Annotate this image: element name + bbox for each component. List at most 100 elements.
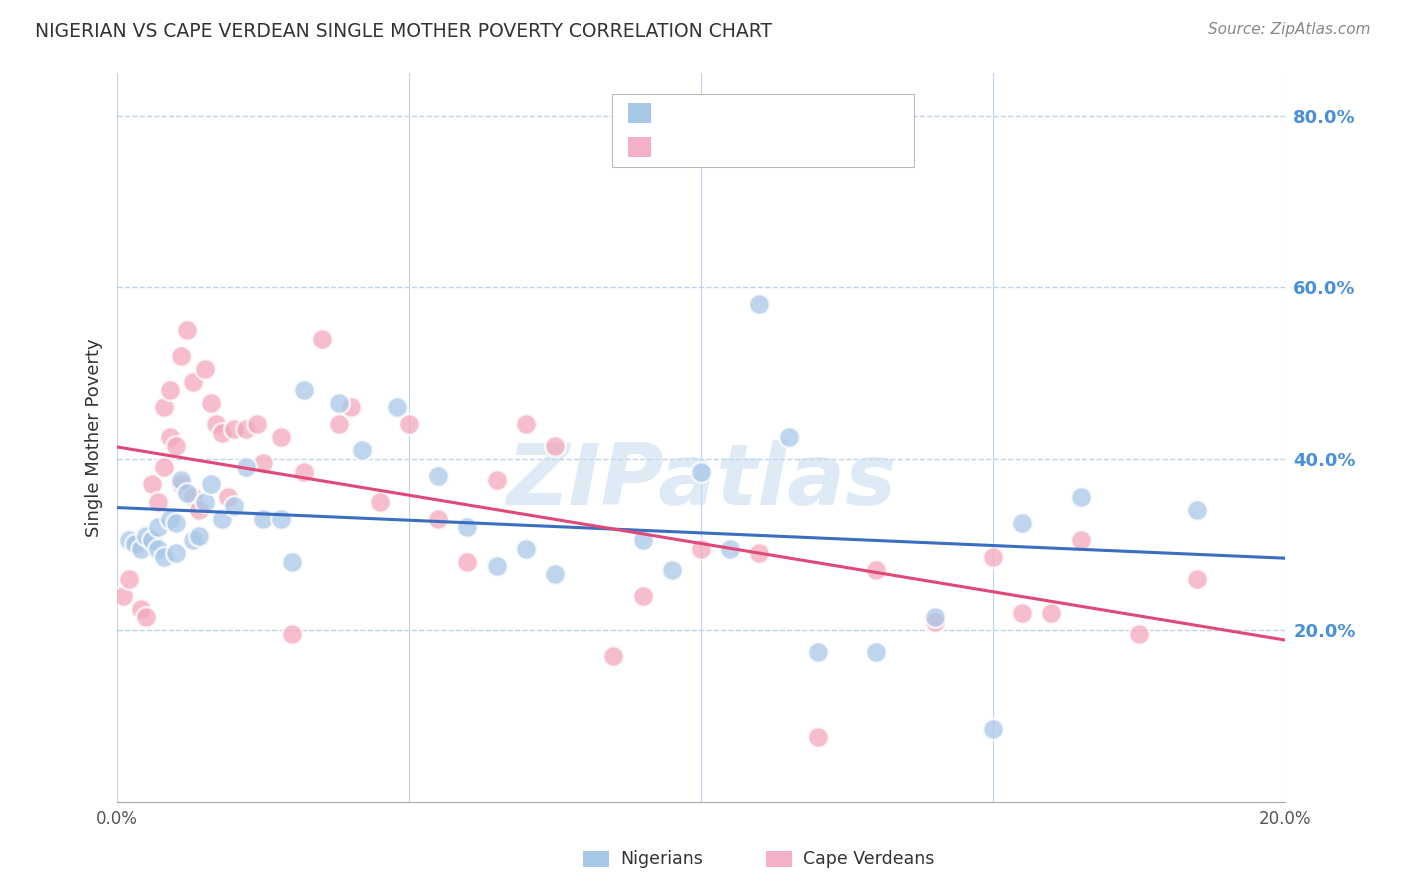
- Point: [146, 541, 169, 556]
- Point: [217, 491, 239, 505]
- Point: [1187, 572, 1209, 586]
- Point: [661, 563, 683, 577]
- Text: N =: N =: [765, 138, 804, 156]
- Point: [631, 589, 654, 603]
- Point: [270, 512, 292, 526]
- Text: R =: R =: [662, 138, 702, 156]
- Point: [159, 512, 181, 526]
- Text: 52: 52: [796, 138, 821, 156]
- Point: [457, 520, 479, 534]
- Point: [865, 563, 887, 577]
- Point: [153, 550, 176, 565]
- Point: [427, 468, 450, 483]
- Point: [170, 473, 193, 487]
- Point: [328, 396, 350, 410]
- Point: [924, 610, 946, 624]
- Point: [1070, 491, 1092, 505]
- Point: [200, 477, 222, 491]
- Point: [1011, 606, 1033, 620]
- Point: [176, 486, 198, 500]
- Point: [146, 494, 169, 508]
- Point: [515, 541, 537, 556]
- Point: [159, 430, 181, 444]
- Point: [222, 499, 245, 513]
- Point: [124, 537, 146, 551]
- Point: [170, 477, 193, 491]
- Point: [748, 297, 770, 311]
- Point: [427, 512, 450, 526]
- Point: [112, 589, 135, 603]
- Point: [368, 494, 391, 508]
- Point: [981, 550, 1004, 565]
- Text: 45: 45: [796, 104, 821, 122]
- Point: [165, 439, 187, 453]
- Point: [807, 644, 830, 658]
- Point: [544, 439, 567, 453]
- Point: [311, 332, 333, 346]
- Point: [181, 375, 204, 389]
- Point: [146, 520, 169, 534]
- Point: [118, 533, 141, 548]
- Point: [235, 460, 257, 475]
- Point: [924, 615, 946, 629]
- Point: [292, 465, 315, 479]
- Point: [194, 361, 217, 376]
- Point: [398, 417, 420, 432]
- Point: [602, 648, 624, 663]
- Point: [270, 430, 292, 444]
- Point: [129, 601, 152, 615]
- Point: [118, 572, 141, 586]
- Point: [246, 417, 269, 432]
- Point: [328, 417, 350, 432]
- Point: [181, 533, 204, 548]
- Point: [176, 323, 198, 337]
- Point: [981, 722, 1004, 736]
- Point: [718, 541, 741, 556]
- Point: [339, 401, 361, 415]
- Point: [387, 401, 409, 415]
- Point: [222, 422, 245, 436]
- Point: [129, 541, 152, 556]
- Point: [631, 533, 654, 548]
- Text: Cape Verdeans: Cape Verdeans: [803, 850, 934, 868]
- Point: [141, 477, 163, 491]
- Point: [141, 533, 163, 548]
- Point: [352, 443, 374, 458]
- Point: [165, 516, 187, 530]
- Y-axis label: Single Mother Poverty: Single Mother Poverty: [86, 338, 103, 537]
- Point: [252, 456, 274, 470]
- Point: [187, 503, 209, 517]
- Text: -0.039: -0.039: [696, 104, 761, 122]
- Point: [485, 558, 508, 573]
- Point: [690, 465, 713, 479]
- Point: [153, 401, 176, 415]
- Text: NIGERIAN VS CAPE VERDEAN SINGLE MOTHER POVERTY CORRELATION CHART: NIGERIAN VS CAPE VERDEAN SINGLE MOTHER P…: [35, 22, 772, 41]
- Point: [235, 422, 257, 436]
- Point: [748, 546, 770, 560]
- Point: [544, 567, 567, 582]
- Point: [135, 610, 157, 624]
- Point: [281, 555, 304, 569]
- Point: [153, 460, 176, 475]
- Point: [1187, 503, 1209, 517]
- Point: [457, 555, 479, 569]
- Text: ZIPatlas: ZIPatlas: [506, 440, 896, 523]
- Point: [205, 417, 228, 432]
- Point: [165, 546, 187, 560]
- Point: [187, 529, 209, 543]
- Point: [281, 627, 304, 641]
- Point: [865, 644, 887, 658]
- Point: [1040, 606, 1063, 620]
- Text: N =: N =: [765, 104, 804, 122]
- Point: [159, 383, 181, 397]
- Point: [211, 512, 233, 526]
- Point: [807, 731, 830, 745]
- Point: [485, 473, 508, 487]
- Point: [211, 425, 233, 440]
- Point: [252, 512, 274, 526]
- Text: -0.190: -0.190: [696, 138, 761, 156]
- Point: [194, 494, 217, 508]
- Point: [170, 349, 193, 363]
- Point: [1128, 627, 1150, 641]
- Point: [1070, 533, 1092, 548]
